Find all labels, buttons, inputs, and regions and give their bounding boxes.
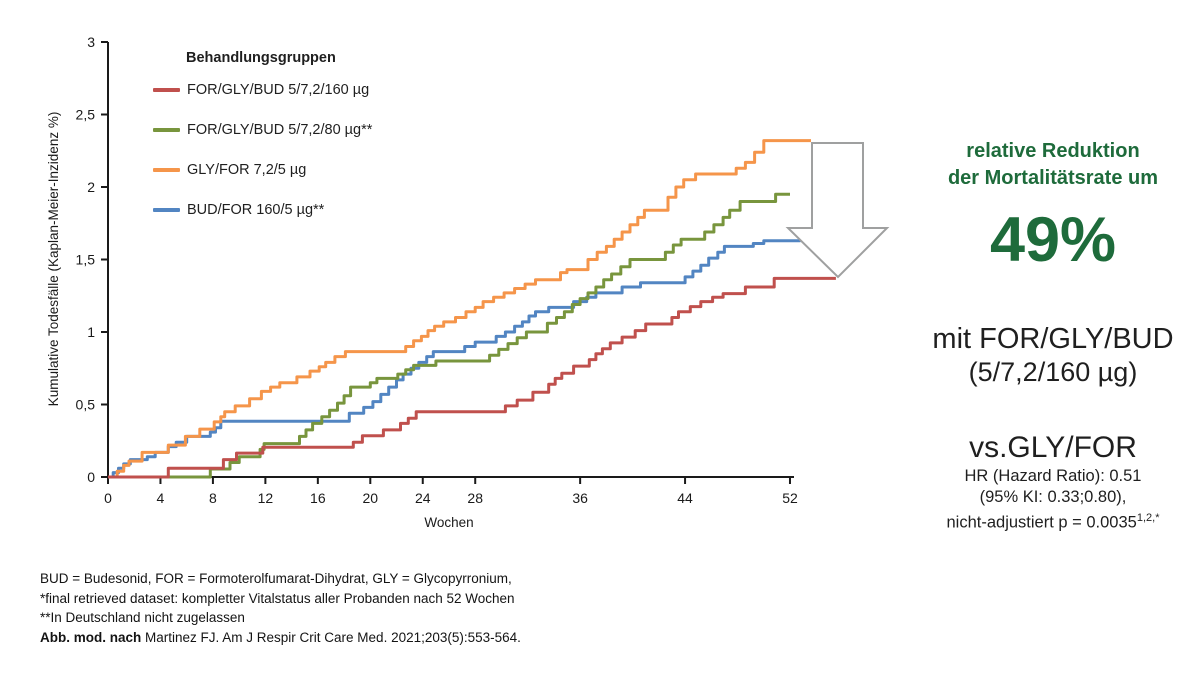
- series-color-swatch: [153, 168, 180, 172]
- y-tick-label: 0,5: [76, 397, 96, 413]
- y-tick-label: 1: [87, 324, 95, 340]
- p-value: nicht-adjustiert p = 0.00351,2,*: [903, 508, 1200, 534]
- x-tick-label: 36: [572, 490, 588, 506]
- footnotes: BUD = Budesonid, FOR = Formoterolfumarat…: [40, 569, 521, 647]
- footnote-source: Abb. mod. nach Martinez FJ. Am J Respir …: [40, 628, 521, 648]
- km-curve-2: [108, 139, 811, 479]
- x-tick-label: 24: [415, 490, 431, 506]
- x-tick-label: 44: [677, 490, 693, 506]
- p-value-superscript: 1,2,*: [1136, 512, 1160, 524]
- footnote-dataset: *final retrieved dataset: kompletter Vit…: [40, 590, 515, 606]
- y-axis-title: Kumulative Todesfälle (Kaplan-Meier-Inzi…: [46, 112, 61, 407]
- chart-legend: Behandlungsgruppen FOR/GLY/BUD 5/7,2/160…: [153, 50, 372, 230]
- treatment-name: mit FOR/GLY/BUD: [932, 323, 1174, 355]
- y-tick-label: 1,5: [76, 252, 96, 268]
- result-panel: relative Reduktion der Mortalitätsrate u…: [903, 138, 1200, 534]
- series-color-swatch: [153, 128, 180, 132]
- confidence-interval: (95% KI: 0.33;0.80),: [979, 488, 1127, 506]
- y-tick-label: 3: [87, 34, 95, 50]
- series-color-swatch: [153, 208, 180, 212]
- x-tick-label: 4: [157, 490, 165, 506]
- x-tick-label: 12: [258, 490, 274, 506]
- x-tick-label: 8: [209, 490, 217, 506]
- reduction-percentage: 49%: [989, 205, 1117, 275]
- y-tick-label: 0: [87, 469, 95, 485]
- source-prefix: Abb. mod. nach: [40, 629, 146, 645]
- x-axis-title: Wochen: [424, 515, 473, 530]
- legend-title: Behandlungsgruppen: [186, 50, 336, 66]
- result-heading-line2: der Mortalitätsrate um: [947, 167, 1159, 189]
- km-curve-0: [108, 276, 836, 479]
- result-heading-line1: relative Reduktion: [966, 140, 1140, 162]
- x-tick-label: 20: [363, 490, 379, 506]
- x-tick-label: 52: [782, 490, 798, 506]
- y-tick-label: 2: [87, 179, 95, 195]
- treatment-dose: (5/7,2/160 µg): [968, 357, 1138, 387]
- km-curve-1: [108, 192, 790, 479]
- legend-item-label: GLY/FOR 7,2/5 µg: [187, 162, 307, 178]
- legend-item-label: FOR/GLY/BUD 5/7,2/160 µg: [187, 82, 370, 98]
- p-value-text: nicht-adjustiert p = 0.0035: [946, 513, 1137, 532]
- footnote-abbreviations: BUD = Budesonid, FOR = Formoterolfumarat…: [40, 571, 512, 586]
- legend-item: FOR/GLY/BUD 5/7,2/160 µg: [153, 70, 372, 110]
- x-tick-label: 28: [467, 490, 483, 506]
- y-tick-label: 2,5: [76, 107, 96, 123]
- legend-item-label: BUD/FOR 160/5 µg**: [187, 202, 325, 218]
- km-curve-3: [108, 239, 801, 479]
- reduction-down-arrow: [785, 142, 890, 279]
- comparator-name: vs.GLY/FOR: [969, 431, 1137, 464]
- hazard-ratio: HR (Hazard Ratio): 0.51: [964, 467, 1142, 485]
- x-tick-label: 16: [310, 490, 326, 506]
- series-color-swatch: [153, 88, 180, 92]
- legend-item-label: FOR/GLY/BUD 5/7,2/80 µg**: [187, 122, 373, 138]
- legend-item: BUD/FOR 160/5 µg**: [153, 190, 372, 230]
- footnote-approval: **In Deutschland nicht zugelassen: [40, 610, 245, 625]
- x-tick-label: 0: [104, 490, 112, 506]
- source-citation: Martinez FJ. Am J Respir Crit Care Med. …: [145, 629, 521, 645]
- legend-item: GLY/FOR 7,2/5 µg: [153, 150, 372, 190]
- legend-item: FOR/GLY/BUD 5/7,2/80 µg**: [153, 110, 372, 150]
